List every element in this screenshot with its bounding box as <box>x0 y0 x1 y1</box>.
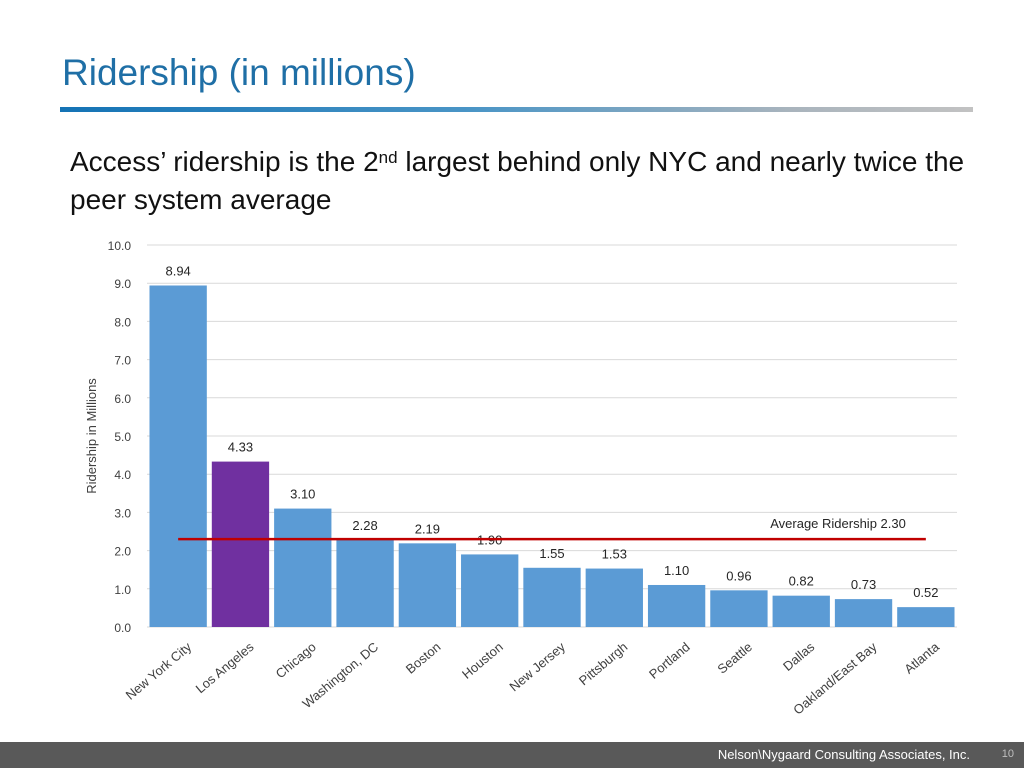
bar-portland <box>647 584 706 627</box>
subtitle-text-end: largest behind only NYC and nearly twice… <box>70 146 965 215</box>
slide-subtitle: Access’ ridership is the 2nd largest beh… <box>70 143 970 219</box>
data-label: 0.73 <box>851 577 876 592</box>
y-tick-label: 9.0 <box>114 277 131 291</box>
x-tick-label: Los Angeles <box>193 639 257 696</box>
x-tick-label: Houston <box>459 639 506 682</box>
footer-company: Nelson\Nygaard Consulting Associates, In… <box>717 747 970 762</box>
y-tick-label: 5.0 <box>114 430 131 444</box>
title-rule <box>60 107 973 112</box>
bar-chicago <box>274 508 332 627</box>
ridership-bar-chart: 0.0 1.0 2.0 3.0 4.0 5.0 6.0 7.0 8.0 9.0 10.0 Riders… <box>84 239 957 718</box>
y-tick-label: 8.0 <box>114 315 131 329</box>
subtitle-text-start: Access’ ridership is the 2 <box>70 146 379 177</box>
slide-title: Ridership (in millions) <box>62 52 416 93</box>
bar-seattle <box>710 590 768 627</box>
data-label: 2.28 <box>352 518 377 533</box>
data-label: 0.96 <box>726 568 751 583</box>
x-tick-label: Seattle <box>714 639 755 677</box>
y-tick-label: 1.0 <box>114 583 131 597</box>
x-tick-label: Dallas <box>780 639 818 674</box>
bar-boston <box>398 543 457 627</box>
bar-dallas <box>772 595 830 627</box>
y-tick-label: 3.0 <box>114 506 131 520</box>
data-label: 0.52 <box>913 585 938 600</box>
x-tick-label: Atlanta <box>901 639 942 677</box>
bar-new-jersey <box>523 567 581 627</box>
data-label: 1.53 <box>602 547 627 562</box>
y-tick-label: 2.0 <box>114 545 131 559</box>
page-number: 10 <box>1001 748 1014 760</box>
bar-los-angeles <box>211 461 270 627</box>
x-tick-label: Pittsburgh <box>576 639 630 688</box>
y-axis-title: Ridership in Millions <box>84 378 99 494</box>
bar-atlanta <box>897 607 955 627</box>
bar-oakland-east-bay <box>834 599 893 627</box>
y-tick-label: 0.0 <box>114 621 131 635</box>
y-tick-label: 10.0 <box>108 239 132 253</box>
subtitle-superscript: nd <box>378 148 398 167</box>
y-tick-label: 4.0 <box>114 468 131 482</box>
data-label: 0.82 <box>789 574 814 589</box>
average-label: Average Ridership 2.30 <box>770 516 906 531</box>
x-tick-label: Portland <box>646 639 693 682</box>
data-label: 8.94 <box>165 263 190 278</box>
data-label: 4.33 <box>228 440 253 455</box>
y-tick-label: 7.0 <box>114 354 131 368</box>
bar-new-york-city <box>149 285 207 627</box>
bar-pittsburgh <box>585 568 643 627</box>
x-tick-label: New York City <box>123 639 195 703</box>
x-tick-label: Chicago <box>273 639 319 681</box>
data-label: 2.19 <box>415 521 440 536</box>
footer-bar: Nelson\Nygaard Consulting Associates, In… <box>0 742 1024 768</box>
data-label: 1.10 <box>664 563 689 578</box>
data-label: 1.55 <box>539 546 564 561</box>
y-tick-label: 6.0 <box>114 392 131 406</box>
bar-washington-dc <box>336 539 394 627</box>
x-tick-label: New Jersey <box>506 639 568 694</box>
data-label: 3.10 <box>290 487 315 502</box>
bar-houston <box>461 554 519 627</box>
x-tick-label: Boston <box>403 639 444 677</box>
